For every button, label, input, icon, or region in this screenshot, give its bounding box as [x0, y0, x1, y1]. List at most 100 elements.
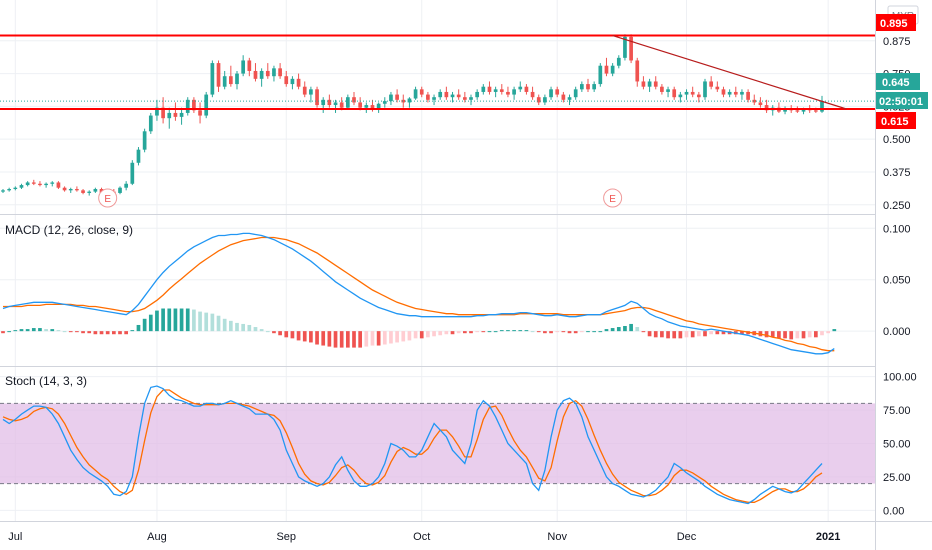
candle-body	[524, 86, 529, 92]
candle-body	[247, 60, 252, 71]
candle-body	[253, 70, 258, 79]
current-price-text: 0.645	[882, 77, 910, 89]
x-tick-label: 2021	[816, 531, 840, 543]
macd-histogram-bar	[111, 331, 116, 335]
x-axis-labels[interactable]: Jul Aug Sep Oct Nov Dec 2021	[8, 531, 840, 543]
macd-histogram-bar	[302, 331, 307, 342]
macd-histogram-bar	[284, 331, 289, 338]
candle-body	[75, 189, 79, 191]
macd-histogram-bar	[216, 315, 221, 332]
countdown-text: 02:50:01	[879, 96, 923, 108]
candle-body	[512, 89, 516, 95]
macd-histogram-bar	[475, 331, 480, 333]
macd-histogram-bar	[493, 331, 498, 333]
macd-histogram-bar	[309, 331, 313, 343]
macd-histogram-bar	[161, 308, 165, 332]
macd-pane[interactable]: MACD (12, 26, close, 9)	[1, 223, 837, 355]
candle-body	[413, 89, 418, 99]
candle-body	[302, 86, 307, 95]
candle-body	[296, 78, 301, 87]
x-tick-label: Dec	[677, 531, 697, 543]
candle-body	[450, 94, 455, 98]
macd-histogram-bar	[690, 331, 695, 338]
macd-histogram-bar	[783, 331, 787, 339]
candle-body	[715, 86, 720, 90]
candle-body	[395, 94, 399, 100]
stoch-title: Stoch (14, 3, 3)	[5, 374, 87, 388]
x-tick-label: Oct	[413, 531, 430, 543]
y-axis-labels[interactable]: 0.2500.3750.5000.6250.7500.8750.1000.050…	[883, 36, 917, 518]
candle-body	[222, 76, 227, 87]
macd-histogram-bar	[598, 331, 603, 333]
candle-body	[407, 98, 412, 103]
macd-histogram-bar	[647, 331, 652, 337]
candle-body	[752, 99, 757, 103]
candle-body	[210, 63, 215, 95]
candle-body	[167, 112, 172, 119]
event-marker-label: E	[104, 194, 111, 205]
macd-histogram-bar	[105, 331, 110, 335]
macd-histogram-bar	[345, 331, 350, 348]
event-marker-circle	[603, 188, 623, 208]
candle-body	[192, 99, 196, 111]
macd-histogram-bar	[389, 331, 393, 344]
macd-histogram-bar	[50, 329, 55, 332]
macd-histogram-bar	[703, 331, 707, 337]
macd-histogram-bar	[826, 331, 831, 334]
macd-histogram-bar	[130, 330, 135, 332]
candle-body	[426, 94, 430, 100]
stoch-pane[interactable]: Stoch (14, 3, 3)	[0, 374, 875, 505]
macd-histogram-bar	[407, 331, 412, 341]
macd-histogram-bar	[672, 331, 677, 339]
candle-body	[68, 189, 73, 191]
macd-histogram-bar	[370, 331, 375, 346]
macd-histogram-bar	[426, 331, 430, 338]
current-price-tag: 0.645	[876, 73, 920, 90]
macd-histogram-bar	[635, 327, 640, 332]
candle-body	[19, 185, 24, 188]
price-horizontal-lines[interactable]	[0, 34, 875, 110]
stoch-band-fill	[0, 403, 875, 484]
macd-histogram-bar	[499, 330, 504, 332]
candle-body	[130, 162, 135, 184]
macd-histogram-bar	[19, 329, 24, 332]
macd-histogram-bar	[93, 331, 98, 335]
macd-histogram-bar	[696, 331, 701, 337]
macd-histogram-bar	[789, 331, 794, 340]
macd-histogram-bar	[241, 323, 246, 332]
macd-title: MACD (12, 26, close, 9)	[5, 223, 133, 237]
candle-body	[641, 81, 646, 87]
candle-body	[259, 70, 264, 79]
macd-histogram-bar	[38, 328, 42, 332]
macd-line	[2, 232, 835, 355]
macd-histogram-bar	[56, 330, 61, 332]
macd-histogram-bar	[709, 331, 714, 335]
stoch-d-line	[2, 389, 823, 503]
macd-histogram-bar	[327, 331, 332, 347]
event-marker-label: E	[609, 194, 616, 205]
candle-body	[672, 89, 677, 98]
candle-body	[204, 94, 209, 116]
candle-body	[216, 63, 221, 87]
top-line-tag-text: 0.895	[880, 18, 908, 30]
candle-body	[536, 97, 541, 103]
macd-histogram-bar	[124, 331, 129, 335]
event-marker-circle	[98, 188, 118, 208]
macd-histogram-bar	[136, 324, 141, 332]
trendline-group[interactable]	[612, 34, 847, 110]
candle-body	[518, 86, 523, 90]
candle-body	[813, 110, 818, 112]
macd-histogram-bar	[432, 331, 436, 337]
candle-body	[161, 107, 165, 119]
candle-body	[241, 60, 246, 74]
candle-body	[696, 94, 701, 98]
candle-body	[1, 190, 5, 192]
macd-histogram-bar	[222, 318, 227, 332]
macd-histogram-bar	[87, 331, 92, 334]
macd-histogram-bar	[506, 330, 510, 332]
macd-histogram-bar	[204, 312, 209, 332]
macd-histogram-bar	[62, 331, 67, 333]
